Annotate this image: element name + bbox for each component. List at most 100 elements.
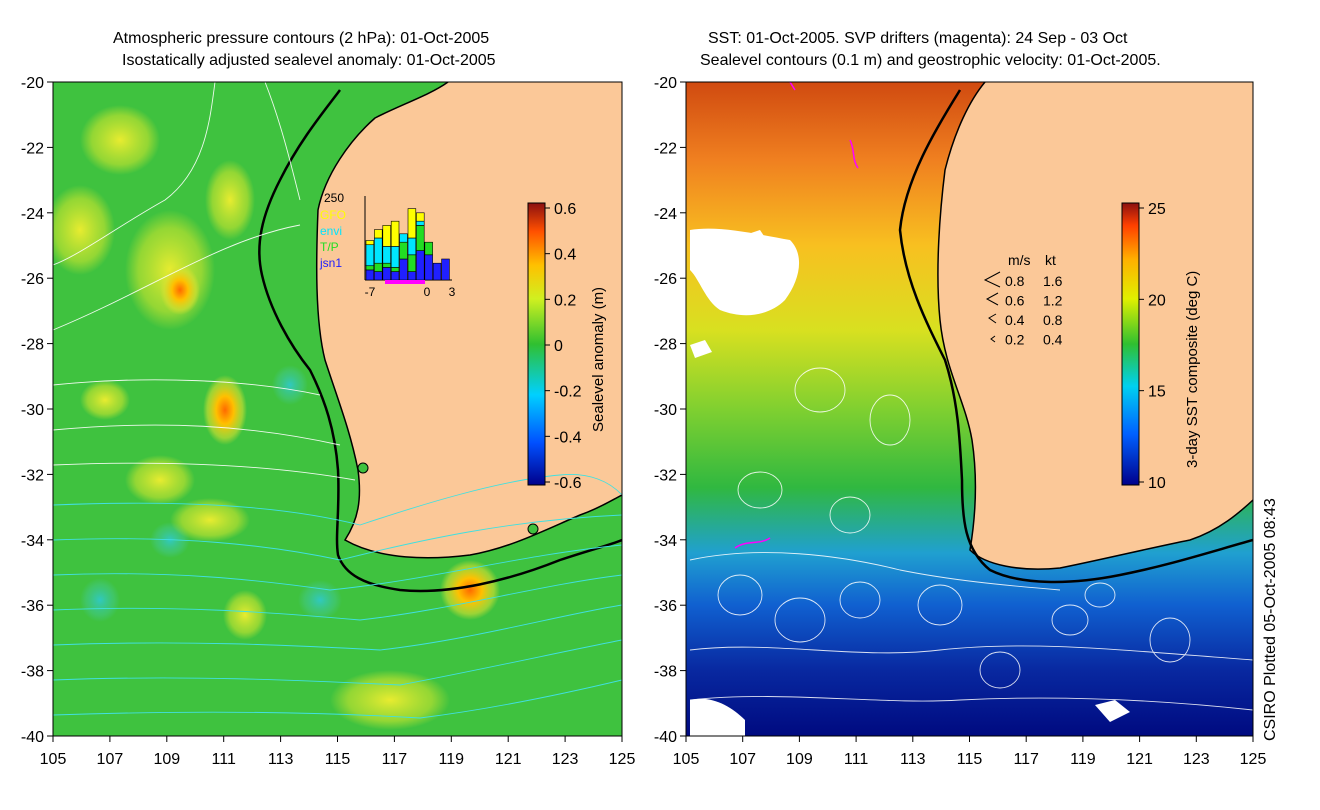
velocity-legend-ms: 0.8 bbox=[1005, 273, 1025, 289]
footer-plot-credit: CSIRO Plotted 05-Oct-2005 08:43 bbox=[1262, 498, 1279, 741]
left-colorbar-label: Sealevel anomaly (m) bbox=[590, 287, 607, 432]
inset-bar-segment bbox=[407, 208, 417, 239]
inset-bar-segment bbox=[390, 271, 400, 281]
inset-x-tick: 3 bbox=[449, 285, 456, 299]
colorbar-tick-label: 15 bbox=[1148, 384, 1166, 401]
left-title-line1: Atmospheric pressure contours (2 hPa): 0… bbox=[113, 30, 490, 47]
colorbar-tick-label: 0 bbox=[554, 338, 563, 355]
inset-bar-segment bbox=[382, 246, 391, 264]
y-tick-label: -40 bbox=[21, 729, 44, 746]
inset-legend-item: T/P bbox=[320, 240, 339, 254]
y-tick-label: -34 bbox=[21, 533, 44, 550]
x-tick-label: 125 bbox=[609, 751, 636, 768]
x-tick-label: 107 bbox=[729, 751, 756, 768]
x-tick-label: 109 bbox=[786, 751, 813, 768]
inset-top-label: 250 bbox=[324, 191, 344, 205]
inset-bar-segment bbox=[399, 233, 408, 243]
colorbar-tick-label: 25 bbox=[1148, 201, 1166, 218]
y-tick-label: -34 bbox=[654, 533, 677, 550]
inset-bar-segment bbox=[374, 237, 383, 264]
inset-bar-segment bbox=[374, 262, 383, 272]
inset-bar-segment bbox=[407, 237, 417, 256]
y-tick-label: -22 bbox=[654, 140, 677, 157]
inset-bar-segment bbox=[416, 220, 425, 226]
y-tick-label: -24 bbox=[654, 206, 677, 223]
velocity-legend-ms: 0.2 bbox=[1005, 332, 1025, 348]
velocity-legend-header-kt: kt bbox=[1045, 252, 1056, 268]
colorbar-tick-label: 0.4 bbox=[554, 247, 576, 264]
left-title-line2: Isostatically adjusted sealevel anomaly:… bbox=[122, 52, 496, 69]
y-tick-label: -30 bbox=[654, 402, 677, 419]
velocity-legend-kt: 0.4 bbox=[1043, 332, 1063, 348]
velocity-legend-kt: 1.6 bbox=[1043, 273, 1063, 289]
velocity-legend-kt: 0.8 bbox=[1043, 312, 1063, 328]
left-colorbar bbox=[527, 202, 546, 486]
y-tick-label: -36 bbox=[21, 598, 44, 615]
x-tick-label: 123 bbox=[552, 751, 579, 768]
y-tick-label: -20 bbox=[21, 75, 44, 92]
x-tick-label: 105 bbox=[40, 751, 67, 768]
x-tick-label: 119 bbox=[439, 751, 465, 768]
right-title-line2: Sealevel contours (0.1 m) and geostrophi… bbox=[700, 52, 1161, 69]
inset-bar-segment bbox=[416, 250, 425, 281]
y-tick-label: -36 bbox=[654, 598, 677, 615]
velocity-legend-ms: 0.4 bbox=[1005, 312, 1025, 328]
x-tick-label: 109 bbox=[153, 751, 180, 768]
x-tick-label: 121 bbox=[495, 751, 522, 768]
x-tick-label: 113 bbox=[900, 751, 926, 768]
inset-legend-item: envi bbox=[320, 224, 342, 238]
x-tick-label: 115 bbox=[325, 751, 351, 768]
x-tick-label: 125 bbox=[1240, 751, 1267, 768]
x-tick-label: 111 bbox=[212, 751, 236, 768]
velocity-legend-arrows bbox=[983, 271, 1001, 343]
inset-bar-segment bbox=[407, 254, 417, 272]
x-tick-label: 121 bbox=[1126, 751, 1153, 768]
x-tick-label: 117 bbox=[1013, 751, 1039, 768]
right-colorbar-label: 3-day SST composite (deg C) bbox=[1184, 271, 1201, 468]
y-tick-label: -38 bbox=[654, 664, 677, 681]
inset-bar-segment bbox=[365, 240, 375, 246]
right-map bbox=[686, 82, 1253, 736]
colorbar-tick-label: 0.6 bbox=[554, 201, 576, 218]
y-tick-label: -26 bbox=[21, 271, 44, 288]
inset-bar-segment bbox=[390, 267, 400, 272]
inset-bar-segment bbox=[374, 229, 383, 239]
inset-bar-segment bbox=[424, 241, 433, 256]
x-tick-label: 111 bbox=[844, 751, 868, 768]
velocity-legend-kt: 1.2 bbox=[1043, 293, 1063, 309]
velocity-legend-header-ms: m/s bbox=[1008, 252, 1031, 268]
left-map bbox=[53, 82, 622, 736]
colorbar-tick-label: -0.6 bbox=[554, 475, 582, 492]
inset-bar-segment bbox=[365, 265, 375, 271]
colorbar-tick-label: 0.2 bbox=[554, 292, 576, 309]
y-tick-label: -28 bbox=[21, 337, 44, 354]
x-tick-label: 117 bbox=[382, 751, 408, 768]
y-tick-label: -22 bbox=[21, 140, 44, 157]
colorbar-tick-label: -0.2 bbox=[554, 384, 582, 401]
x-tick-label: 107 bbox=[97, 751, 124, 768]
inset-bar-segment bbox=[382, 267, 391, 281]
colorbar-tick-label: -0.4 bbox=[554, 429, 582, 446]
inset-bar-segment bbox=[382, 262, 391, 268]
y-tick-label: -26 bbox=[654, 271, 677, 288]
inset-bar-segment bbox=[374, 271, 383, 281]
x-tick-label: 123 bbox=[1183, 751, 1210, 768]
inset-x-tick: 0 bbox=[424, 285, 431, 299]
x-tick-label: 115 bbox=[957, 751, 983, 768]
inset-x-tick: -7 bbox=[365, 285, 376, 299]
y-tick-label: -38 bbox=[21, 664, 44, 681]
inset-bar-segment bbox=[365, 244, 375, 267]
inset-bar-segment bbox=[416, 225, 425, 251]
right-title-line1: SST: 01-Oct-2005. SVP drifters (magenta)… bbox=[708, 30, 1128, 47]
inset-histogram bbox=[364, 196, 452, 284]
inset-bar-segment bbox=[424, 254, 433, 281]
y-tick-label: -20 bbox=[654, 75, 677, 92]
inset-legend-item: jsn1 bbox=[319, 256, 342, 270]
right-colorbar bbox=[1121, 202, 1140, 486]
inset-bar-segment bbox=[390, 220, 400, 247]
inset-bar-segment bbox=[390, 246, 400, 268]
y-tick-label: -28 bbox=[654, 337, 677, 354]
y-tick-label: -32 bbox=[654, 467, 677, 484]
colorbar-tick-label: 10 bbox=[1148, 475, 1166, 492]
